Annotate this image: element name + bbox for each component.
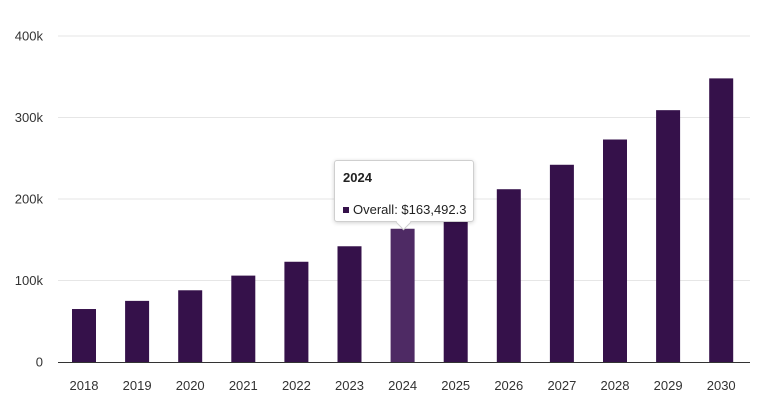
y-tick-label: 100k — [15, 273, 44, 288]
bars — [72, 78, 734, 362]
bar-2027[interactable] — [549, 164, 574, 362]
x-tick-label: 2029 — [654, 378, 683, 393]
x-tick-label: 2025 — [441, 378, 470, 393]
bar-2021[interactable] — [231, 275, 256, 362]
tooltip-series-label: Overall — [353, 202, 395, 217]
tooltip-series-swatch — [343, 206, 349, 213]
y-axis-tick-labels: 0 100k 200k 300k 400k — [15, 29, 44, 370]
y-tick-label: 200k — [15, 192, 44, 207]
bar-2029[interactable] — [656, 110, 681, 362]
bar-2019[interactable] — [125, 300, 150, 362]
data-tooltip: 2024 Overall: $163,492.3 — [334, 160, 474, 231]
bar-2023[interactable] — [337, 246, 362, 362]
x-tick-label: 2021 — [229, 378, 258, 393]
x-axis-tick-labels: 2018 2019 2020 2021 2022 2023 2024 2025 2026 2027… — [70, 378, 736, 393]
bar-2026[interactable] — [496, 189, 521, 362]
x-tick-label: 2018 — [70, 378, 99, 393]
bar-2025[interactable] — [443, 210, 468, 362]
x-tick-label: 2023 — [335, 378, 364, 393]
bar-2020[interactable] — [178, 290, 203, 362]
x-tick-label: 2030 — [707, 378, 736, 393]
bar-2022[interactable] — [284, 261, 309, 362]
tooltip-value: $163,492.3 — [401, 202, 467, 217]
x-tick-label: 2024 — [388, 378, 417, 393]
bar-2024[interactable] — [390, 228, 415, 362]
tooltip-title: 2024 — [343, 170, 372, 185]
tooltip-row: Overall: $163,492.3 — [343, 202, 467, 217]
x-tick-label: 2020 — [176, 378, 205, 393]
bar-2028[interactable] — [603, 139, 627, 362]
x-tick-label: 2028 — [601, 378, 630, 393]
tooltip-separator: : — [394, 202, 402, 217]
x-tick-label: 2022 — [282, 378, 311, 393]
x-tick-label: 2026 — [494, 378, 523, 393]
y-tick-label: 300k — [15, 110, 44, 125]
x-tick-label: 2019 — [123, 378, 152, 393]
y-tick-label: 0 — [36, 355, 43, 370]
y-tick-label: 400k — [15, 29, 44, 44]
x-tick-label: 2027 — [547, 378, 576, 393]
bar-2030[interactable] — [709, 78, 734, 362]
bar-2018[interactable] — [72, 309, 96, 362]
